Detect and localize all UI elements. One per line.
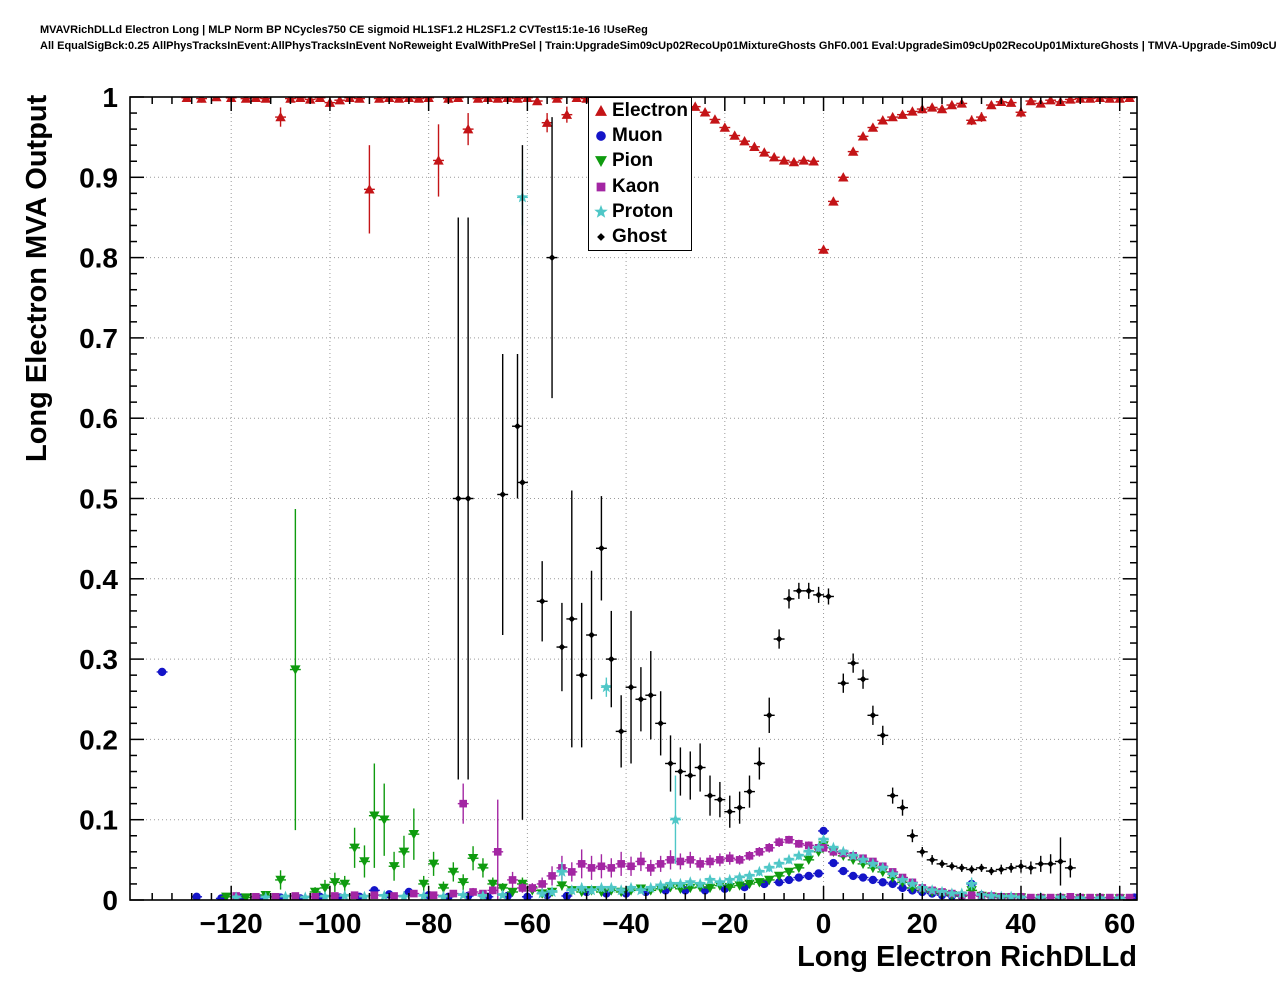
svg-text:0.4: 0.4 (79, 564, 118, 595)
legend-label: Muon (612, 124, 663, 146)
svg-text:−40: −40 (602, 908, 650, 939)
series-proton (230, 169, 1126, 900)
svg-text:0: 0 (816, 908, 832, 939)
svg-text:0.8: 0.8 (79, 243, 118, 274)
legend-label: Ghost (612, 226, 667, 248)
svg-text:0.1: 0.1 (79, 805, 118, 836)
legend-item-kaon: Kaon (589, 174, 691, 199)
legend-item-ghost: Ghost (589, 224, 691, 249)
svg-text:−120: −120 (200, 908, 263, 939)
electron-marker-icon (595, 104, 607, 116)
ghost-marker-icon (597, 233, 605, 242)
legend-label: Kaon (612, 175, 660, 197)
kaon-marker-icon (596, 182, 606, 191)
muon-marker-icon (596, 131, 606, 141)
x-axis-title: Long Electron RichDLLd (797, 941, 1137, 973)
legend: Electron Muon Pion Kaon Proton Ghost (588, 97, 692, 251)
svg-text:40: 40 (1005, 908, 1036, 939)
plot-title-line1: MVAVRichDLLd Electron Long | MLP Norm BP… (40, 24, 648, 36)
svg-text:−60: −60 (504, 908, 552, 939)
legend-label: Electron (612, 99, 689, 121)
svg-text:0.6: 0.6 (79, 403, 118, 434)
series-pion (220, 508, 1126, 900)
svg-text:0.2: 0.2 (79, 724, 118, 755)
series-ghost (452, 117, 1076, 886)
svg-text:−100: −100 (298, 908, 361, 939)
svg-text:60: 60 (1104, 908, 1135, 939)
svg-text:0.3: 0.3 (79, 644, 118, 675)
legend-item-pion: Pion (589, 149, 691, 174)
proton-marker-icon (594, 204, 608, 218)
y-axis-title: Long Electron MVA Output (21, 94, 53, 462)
svg-text:−20: −20 (701, 908, 749, 939)
legend-label: Pion (612, 150, 654, 172)
legend-item-muon: Muon (589, 123, 691, 148)
legend-item-electron: Electron (589, 98, 691, 123)
svg-text:0.5: 0.5 (79, 484, 118, 515)
legend-item-proton: Proton (589, 199, 691, 224)
svg-text:0: 0 (102, 885, 118, 916)
svg-text:0.9: 0.9 (79, 162, 118, 193)
tick-labels: −120 −100 −80 −60 −40 −20 0 20 40 60 0 0.1 0.2 0.3 0.4… (79, 82, 1135, 939)
svg-text:0.7: 0.7 (79, 323, 118, 354)
svg-text:1: 1 (102, 82, 118, 113)
legend-label: Proton (612, 200, 674, 222)
pion-marker-icon (595, 156, 607, 168)
plot-title-line2: All EqualSigBck:0.25 AllPhysTracksInEven… (40, 40, 1276, 52)
svg-text:−80: −80 (405, 908, 453, 939)
svg-text:20: 20 (907, 908, 938, 939)
